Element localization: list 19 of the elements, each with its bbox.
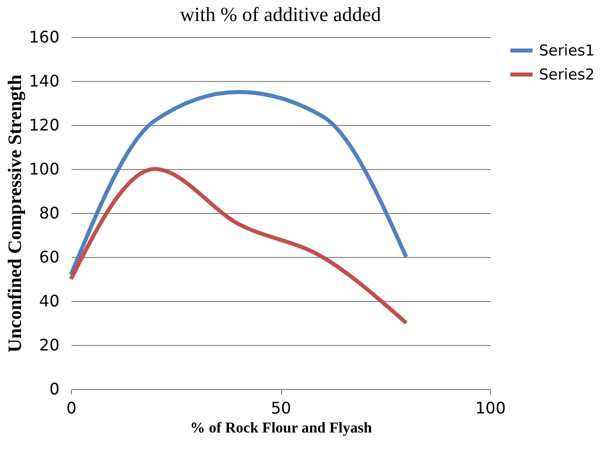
y-tick-label: 80 bbox=[39, 204, 60, 222]
x-tick-label: 50 bbox=[270, 398, 292, 418]
y-tick-label: 60 bbox=[39, 248, 60, 266]
y-tick-label: 120 bbox=[28, 116, 60, 134]
y-tick-label: 160 bbox=[28, 28, 60, 46]
y-axis-title: Unconfined Compressive Strength bbox=[4, 74, 26, 352]
x-tick-label: 0 bbox=[66, 398, 77, 418]
x-axis-title: % of Rock Flour and Flyash bbox=[190, 420, 373, 436]
line-series bbox=[69, 90, 408, 277]
legend-label: Series2 bbox=[539, 66, 595, 84]
legend-label: Series1 bbox=[539, 42, 595, 60]
x-tick-label: 100 bbox=[475, 398, 506, 418]
y-tick-label: 40 bbox=[39, 292, 60, 310]
y-tick-label: 140 bbox=[28, 72, 60, 90]
chart-title: with % of additive added bbox=[180, 4, 382, 26]
y-tick-label: 0 bbox=[49, 380, 60, 398]
line-series bbox=[69, 167, 408, 325]
y-tick-label: 20 bbox=[39, 336, 60, 354]
y-tick-label: 100 bbox=[28, 160, 60, 178]
